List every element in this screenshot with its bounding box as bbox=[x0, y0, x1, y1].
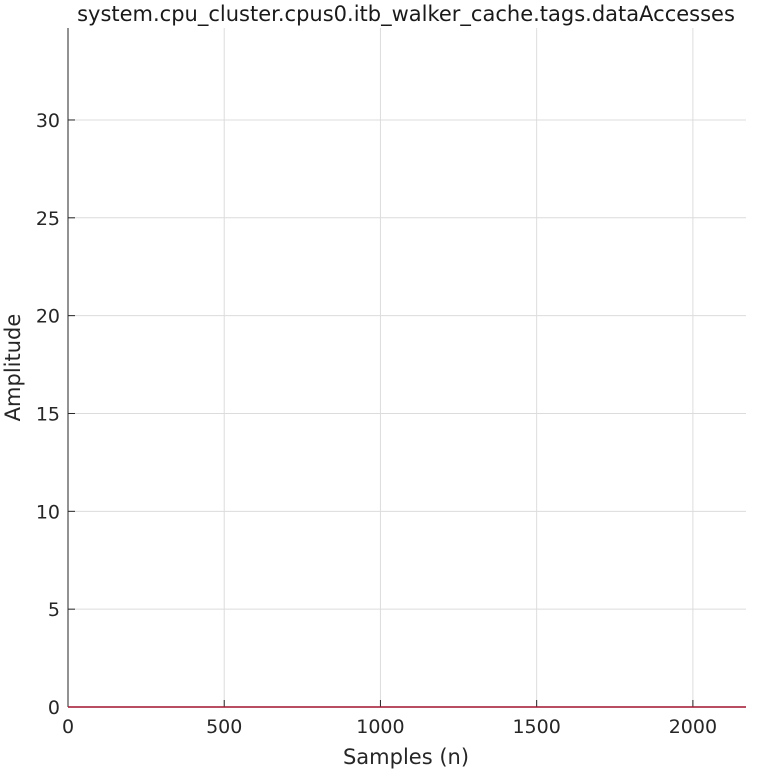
y-tick-label: 5 bbox=[48, 599, 60, 621]
x-tick-label: 2000 bbox=[669, 716, 717, 738]
x-tick-label: 1000 bbox=[356, 716, 404, 738]
y-tick-label: 25 bbox=[36, 208, 60, 230]
x-axis-label: Samples (n) bbox=[343, 745, 469, 769]
chart-title: system.cpu_cluster.cpus0.itb_walker_cach… bbox=[77, 2, 735, 27]
x-tick-label: 0 bbox=[62, 716, 74, 738]
ticks-layer: 0 500 1000 1500 2000 0 5 10 15 20 25 30 bbox=[36, 110, 717, 738]
y-tick-label: 10 bbox=[36, 501, 60, 523]
x-tick-label: 500 bbox=[206, 716, 242, 738]
grid-layer bbox=[68, 28, 746, 707]
x-tick-label: 1500 bbox=[512, 716, 560, 738]
y-tick-label: 30 bbox=[36, 110, 60, 132]
y-tick-label: 0 bbox=[48, 697, 60, 719]
y-axis-label: Amplitude bbox=[1, 314, 25, 422]
y-tick-label: 15 bbox=[36, 403, 60, 425]
y-tick-label: 20 bbox=[36, 306, 60, 328]
